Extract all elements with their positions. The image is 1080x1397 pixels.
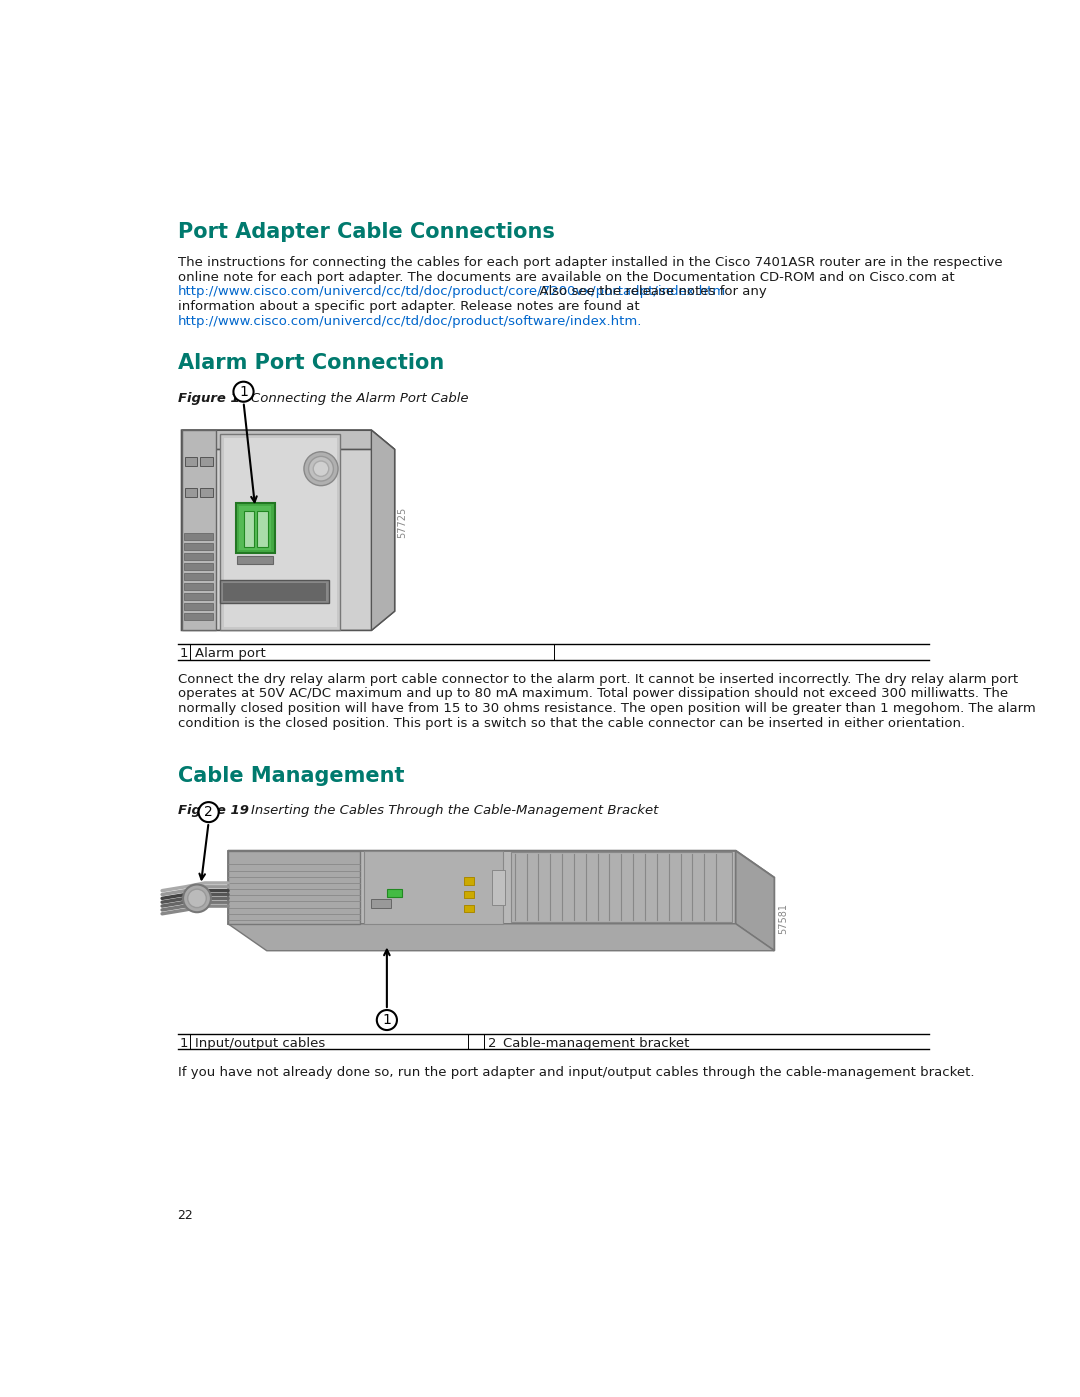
Polygon shape — [181, 430, 394, 450]
Text: Connecting the Alarm Port Cable: Connecting the Alarm Port Cable — [252, 391, 469, 405]
Polygon shape — [181, 430, 394, 630]
Text: Cable Management: Cable Management — [177, 766, 404, 787]
Text: . Also see the release notes for any: . Also see the release notes for any — [531, 285, 767, 299]
Text: If you have not already done so, run the port adapter and input/output cables th: If you have not already done so, run the… — [177, 1066, 974, 1080]
Bar — [184, 534, 213, 541]
Bar — [464, 891, 474, 898]
Text: 1: 1 — [179, 647, 188, 661]
Bar — [200, 488, 213, 497]
Bar — [228, 851, 360, 923]
Bar — [511, 852, 732, 922]
Bar — [184, 573, 213, 580]
Circle shape — [377, 1010, 397, 1030]
Bar — [464, 904, 474, 912]
Text: 1: 1 — [239, 384, 248, 398]
Text: Alarm port: Alarm port — [194, 647, 266, 661]
Polygon shape — [228, 851, 735, 923]
Bar — [184, 553, 213, 560]
Bar — [200, 457, 213, 467]
Text: normally closed position will have from 15 to 30 ohms resistance. The open posit: normally closed position will have from … — [177, 703, 1036, 715]
Circle shape — [183, 884, 211, 912]
Bar — [387, 888, 403, 897]
Text: 22: 22 — [177, 1208, 193, 1222]
Polygon shape — [735, 851, 774, 951]
Bar — [220, 434, 340, 630]
Bar — [364, 851, 503, 923]
Bar — [491, 870, 505, 904]
Text: 2: 2 — [204, 805, 213, 819]
Bar — [222, 583, 326, 601]
Circle shape — [233, 381, 254, 402]
Text: 57725: 57725 — [397, 507, 407, 538]
Text: Figure 18: Figure 18 — [177, 391, 248, 405]
Circle shape — [188, 888, 206, 908]
Text: operates at 50V AC/DC maximum and up to 80 mA maximum. Total power dissipation s: operates at 50V AC/DC maximum and up to … — [177, 687, 1008, 700]
Text: Cable-management bracket: Cable-management bracket — [503, 1037, 689, 1051]
Bar — [184, 563, 213, 570]
Text: condition is the closed position. This port is a switch so that the cable connec: condition is the closed position. This p… — [177, 717, 964, 729]
Text: Input/output cables: Input/output cables — [194, 1037, 325, 1051]
Text: Alarm Port Connection: Alarm Port Connection — [177, 353, 444, 373]
Bar — [184, 584, 213, 591]
Circle shape — [303, 451, 338, 486]
Polygon shape — [372, 430, 394, 630]
Text: Port Adapter Cable Connections: Port Adapter Cable Connections — [177, 222, 554, 242]
Polygon shape — [228, 851, 774, 877]
Text: http://www.cisco.com/univercd/cc/td/doc/product/software/index.htm.: http://www.cisco.com/univercd/cc/td/doc/… — [177, 314, 642, 328]
Bar — [220, 580, 328, 604]
Bar — [184, 543, 213, 550]
Bar — [184, 604, 213, 610]
Circle shape — [309, 457, 334, 481]
Bar — [464, 877, 474, 884]
Text: 57581: 57581 — [779, 902, 788, 933]
Bar — [372, 900, 391, 908]
Bar — [257, 511, 268, 548]
Polygon shape — [228, 923, 774, 951]
Bar — [181, 430, 216, 630]
Bar — [238, 556, 273, 564]
Text: http://www.cisco.com/univercd/cc/td/doc/product/core/7200vx/portadpt/index.htm: http://www.cisco.com/univercd/cc/td/doc/… — [177, 285, 726, 299]
Text: Figure 19: Figure 19 — [177, 805, 248, 817]
Bar — [184, 594, 213, 601]
Text: Connect the dry relay alarm port cable connector to the alarm port. It cannot be: Connect the dry relay alarm port cable c… — [177, 673, 1017, 686]
Text: The instructions for connecting the cables for each port adapter installed in th: The instructions for connecting the cabl… — [177, 256, 1002, 270]
Bar — [243, 511, 255, 548]
Text: 2: 2 — [488, 1037, 496, 1051]
Bar — [239, 507, 271, 550]
Bar — [185, 488, 197, 497]
Circle shape — [313, 461, 328, 476]
Circle shape — [199, 802, 218, 823]
Text: online note for each port adapter. The documents are available on the Documentat: online note for each port adapter. The d… — [177, 271, 955, 284]
Bar — [235, 503, 274, 553]
Text: information about a specific port adapter. Release notes are found at: information about a specific port adapte… — [177, 300, 639, 313]
Bar — [225, 437, 337, 627]
Bar — [185, 457, 197, 467]
Text: 1: 1 — [179, 1037, 188, 1051]
Text: Inserting the Cables Through the Cable-Management Bracket: Inserting the Cables Through the Cable-M… — [252, 805, 659, 817]
Bar — [184, 613, 213, 620]
Text: 1: 1 — [382, 1013, 391, 1027]
